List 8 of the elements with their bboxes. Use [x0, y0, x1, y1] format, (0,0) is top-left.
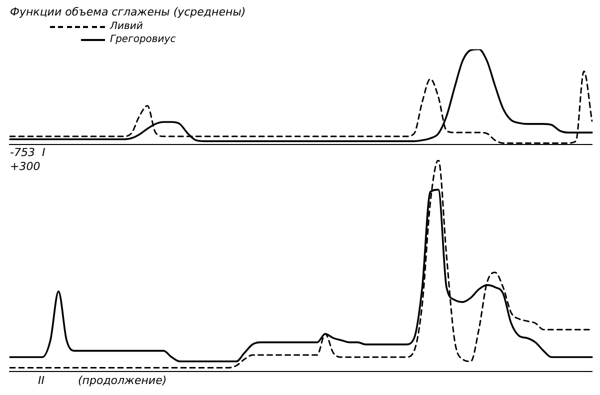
text: (продолжение) — [78, 374, 167, 387]
legend-label: Грегоровиус — [110, 34, 176, 45]
legend-label: Ливий — [110, 21, 143, 32]
annotation: +300 — [10, 160, 40, 173]
text: I — [42, 146, 46, 159]
chart-title: Функции объема сглажены (усреднены) — [10, 5, 246, 18]
text: II — [38, 374, 44, 387]
text: -753 — [10, 146, 35, 159]
